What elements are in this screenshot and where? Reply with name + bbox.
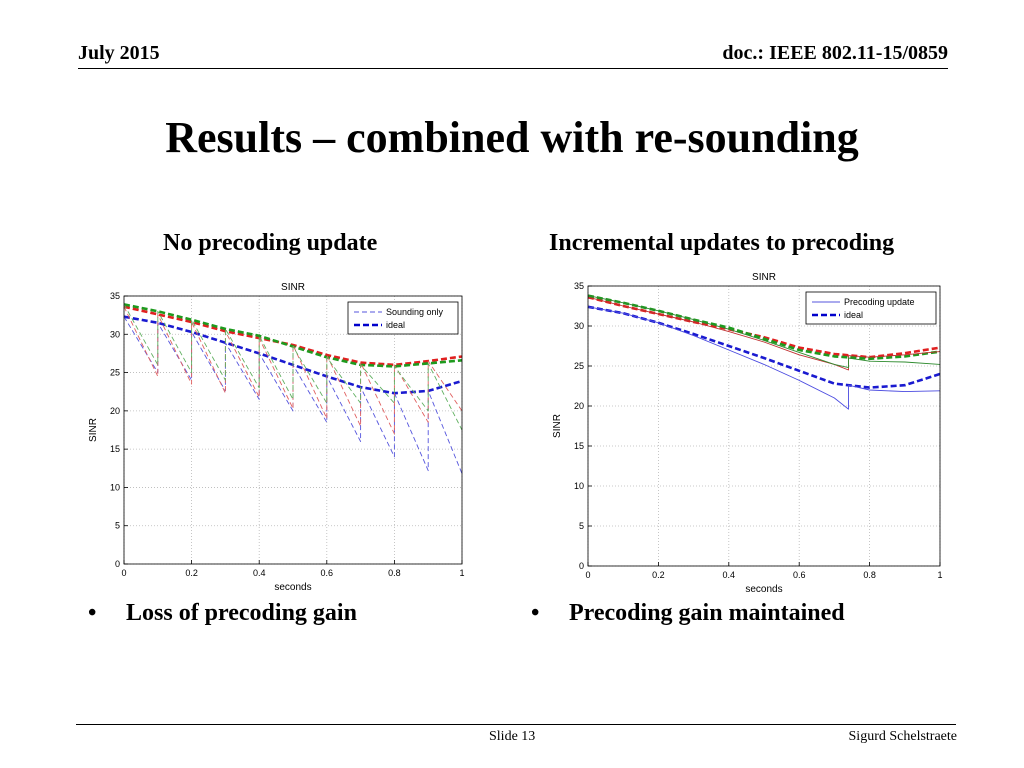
y-tick-label: 25 xyxy=(574,361,584,371)
header-divider xyxy=(78,68,948,69)
y-tick-label: 35 xyxy=(574,281,584,291)
bullet-right: • Precoding gain maintained xyxy=(531,600,845,627)
series-line xyxy=(123,304,463,431)
plot-area xyxy=(124,296,462,564)
x-tick-label: 1 xyxy=(459,568,464,578)
bullet-right-text: Precoding gain maintained xyxy=(569,600,845,626)
series-line xyxy=(587,305,941,389)
y-tick-label: 30 xyxy=(110,329,120,339)
header-doc-id: doc.: IEEE 802.11-15/0859 xyxy=(722,42,948,64)
legend-label: ideal xyxy=(386,320,405,330)
x-tick-label: 0 xyxy=(585,570,590,580)
y-tick-label: 5 xyxy=(115,521,120,531)
y-tick-label: 0 xyxy=(579,561,584,571)
legend-box xyxy=(805,291,937,325)
bullet-dot: • xyxy=(531,600,540,626)
chart-title: SINR xyxy=(281,282,305,293)
x-tick-label: 1 xyxy=(937,570,942,580)
y-tick-label: 20 xyxy=(110,406,120,416)
y-tick-label: 35 xyxy=(110,291,120,301)
bullet-left-text: Loss of precoding gain xyxy=(126,600,357,626)
footer-slide-number: Slide 13 xyxy=(489,729,536,744)
legend-label: Precoding update xyxy=(844,297,915,307)
bullet-dot: • xyxy=(88,600,97,626)
x-tick-label: 0.4 xyxy=(723,570,736,580)
series-line xyxy=(587,295,941,359)
y-axis-label: SINR xyxy=(88,418,99,442)
y-axis-label: SINR xyxy=(552,414,563,438)
chart-no-precoding-update: 0 0.2 0.4 0.6 0.8 105101520253035SINRsecondsS… xyxy=(88,282,465,593)
header-date: July 2015 xyxy=(78,42,160,64)
y-tick-label: 15 xyxy=(110,444,120,454)
y-tick-label: 5 xyxy=(579,521,584,531)
plot-frame xyxy=(587,285,941,567)
y-tick-label: 25 xyxy=(110,368,120,378)
x-tick-label: 0.6 xyxy=(793,570,806,580)
series-line xyxy=(587,306,941,410)
series-line xyxy=(587,295,941,369)
y-tick-label: 20 xyxy=(574,401,584,411)
series-line xyxy=(123,306,463,435)
x-axis-label: seconds xyxy=(745,584,782,595)
x-tick-label: 0.4 xyxy=(253,568,266,578)
x-axis-label: seconds xyxy=(274,582,311,593)
chart-incremental-updates: 0 0.2 0.4 0.6 0.8 105101520253035SINRsecondsS… xyxy=(552,272,943,595)
y-tick-label: 10 xyxy=(574,481,584,491)
y-tick-label: 30 xyxy=(574,321,584,331)
x-tick-label: 0.8 xyxy=(863,570,876,580)
legend-label: ideal xyxy=(844,310,863,320)
footer-author: Sigurd Schelstraete xyxy=(848,729,957,744)
plot-frame xyxy=(123,295,463,565)
series-line xyxy=(123,305,463,367)
x-tick-label: 0.8 xyxy=(388,568,401,578)
x-tick-label: 0 xyxy=(121,568,126,578)
left-subtitle: No precoding update xyxy=(163,230,378,256)
slide-title: Results – combined with re-sounding xyxy=(165,113,859,162)
x-tick-label: 0.6 xyxy=(321,568,334,578)
y-tick-label: 10 xyxy=(110,482,120,492)
x-tick-label: 0.2 xyxy=(185,568,198,578)
footer-divider xyxy=(76,724,956,725)
plot-area xyxy=(588,286,940,566)
y-tick-label: 15 xyxy=(574,441,584,451)
legend-box xyxy=(347,301,459,335)
y-tick-label: 0 xyxy=(115,559,120,569)
series-line xyxy=(587,296,941,371)
legend-label: Sounding only xyxy=(386,307,444,317)
x-tick-label: 0.2 xyxy=(652,570,665,580)
chart-title: SINR xyxy=(752,272,776,283)
right-subtitle: Incremental updates to precoding xyxy=(549,230,895,256)
bullet-left: • Loss of precoding gain xyxy=(88,600,357,627)
